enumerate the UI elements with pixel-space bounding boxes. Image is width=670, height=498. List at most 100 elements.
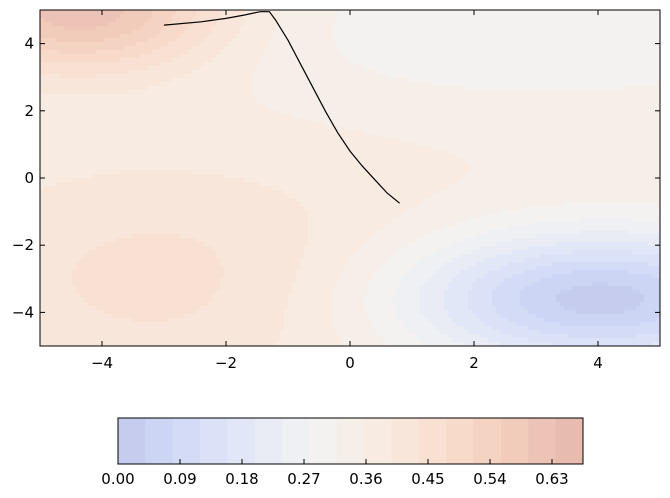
contour-cell (40, 86, 149, 91)
contour-cell (520, 302, 561, 307)
contour-cell (252, 94, 660, 99)
contour-cell (376, 330, 409, 335)
contour-cell (40, 22, 53, 27)
contour-cell (496, 310, 529, 315)
contour-cell (220, 278, 297, 283)
contour-cell (128, 90, 253, 95)
contour-cell (368, 238, 417, 243)
contour-cell (332, 302, 365, 307)
contour-cell (40, 246, 97, 251)
contour-cell (272, 186, 449, 191)
contour-cell (364, 298, 393, 303)
contour-cell (384, 262, 417, 267)
contour-cell (496, 254, 541, 259)
contour-cell (220, 50, 265, 55)
contour-cell (76, 266, 225, 271)
contour-cell (120, 34, 157, 39)
contour-cell (372, 278, 401, 283)
contour-cell (472, 166, 660, 171)
contour-cell (40, 106, 269, 111)
contour-cell (220, 286, 293, 291)
contour-cell (380, 134, 660, 139)
contour-cell (336, 14, 660, 19)
contour-cell (260, 102, 660, 107)
contour-cell (72, 282, 221, 287)
contour-cell (656, 82, 660, 87)
contour-cell (240, 26, 277, 31)
contour-cell (424, 198, 660, 203)
contour-cell (424, 314, 449, 319)
contour-cell (288, 298, 333, 303)
contour-cell (516, 322, 561, 327)
contour-cell (412, 266, 441, 271)
contour-cell (40, 210, 309, 215)
contour-cell (448, 310, 473, 315)
contour-cell (640, 322, 660, 327)
contour-cell (40, 326, 285, 331)
contour-cell (88, 250, 217, 255)
contour-cell (348, 262, 385, 267)
contour-cell (224, 274, 297, 279)
contour-cell (104, 38, 149, 43)
contour-cell (344, 266, 381, 271)
contour-cell (168, 22, 193, 27)
contour-cell (220, 258, 301, 263)
contour-cell (640, 290, 660, 295)
contour-cell (364, 306, 397, 311)
contour-cell (260, 62, 357, 67)
contour-cell (72, 178, 245, 183)
contour-cell (480, 318, 509, 323)
contour-cell (468, 298, 493, 303)
contour-cell (404, 246, 445, 251)
contour-cell (472, 310, 497, 315)
contour-cell (220, 10, 245, 15)
contour-cell (148, 38, 177, 43)
contour-cell (528, 338, 660, 343)
contour-cell (236, 34, 273, 39)
contour-cell (148, 86, 253, 91)
contour-cell (224, 270, 297, 275)
contour-cell (256, 98, 660, 103)
contour-cell (336, 286, 369, 291)
colorbar-band (446, 418, 474, 464)
contour-cell (508, 226, 660, 231)
contour-cell (512, 334, 569, 339)
contour-cell (72, 274, 225, 279)
contour-cell (420, 338, 453, 343)
colorbar-tick-label: 0.00 (101, 470, 134, 488)
contour-cell (572, 270, 629, 275)
axes: −4 −2 0 2 4 4 2 0 −2 −4 (12, 10, 660, 372)
colorbar-band (336, 418, 365, 464)
contour-cell (400, 282, 425, 287)
contour-cell (496, 242, 557, 247)
contour-cell (40, 174, 93, 179)
contour-cell (204, 62, 261, 67)
contour-cell (440, 330, 469, 335)
contour-cell (40, 338, 281, 343)
contour-cell (212, 246, 305, 251)
contour-cell (560, 322, 641, 327)
contour-cell (368, 310, 397, 315)
contour-cell (216, 254, 305, 259)
contour-cell (280, 18, 337, 23)
contour-cell (192, 70, 257, 75)
contour-cell (624, 310, 660, 315)
contour-cell (336, 278, 373, 283)
contour-cell (40, 238, 117, 243)
contour-cell (116, 238, 197, 243)
contour-cell (40, 26, 65, 31)
contour-cell (456, 154, 660, 159)
contour-cell (272, 38, 337, 43)
contour-cell (124, 10, 153, 15)
contour-cell (172, 58, 213, 63)
contour-cell (192, 22, 217, 27)
contour-cell (528, 246, 660, 251)
contour-cell (220, 14, 245, 19)
contour-cell (488, 270, 525, 275)
contour-cell (608, 282, 660, 287)
contour-cell (448, 286, 473, 291)
contour-cell (520, 290, 561, 295)
contour-cell (196, 14, 221, 19)
contour-cell (528, 310, 577, 315)
contour-cell (656, 318, 660, 323)
